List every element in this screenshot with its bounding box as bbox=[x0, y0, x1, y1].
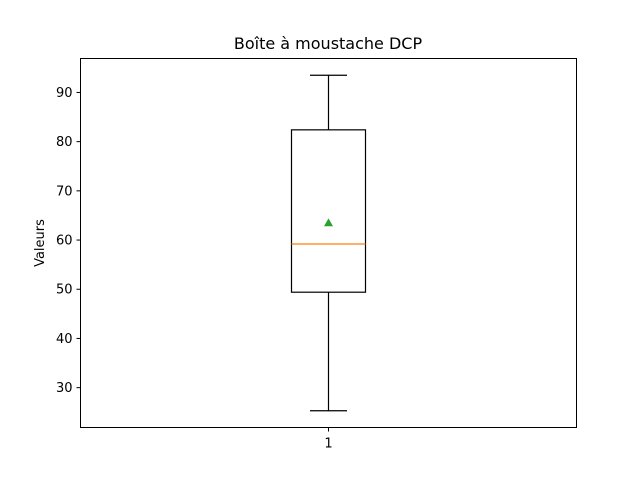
y-tick-label: 90 bbox=[56, 86, 73, 101]
mean-marker bbox=[324, 218, 333, 227]
y-tick-label: 70 bbox=[56, 184, 73, 199]
y-tick-label: 80 bbox=[56, 135, 73, 150]
y-axis-ticks: 30 40 50 60 70 80 90 bbox=[56, 86, 81, 396]
x-axis-ticks: 1 bbox=[324, 427, 333, 452]
chart-title: Boîte à moustache DCP bbox=[234, 34, 423, 53]
y-tick-label: 40 bbox=[56, 332, 73, 347]
y-axis-label: Valeurs bbox=[33, 219, 48, 267]
interquartile-box bbox=[290, 129, 367, 293]
y-tick-label: 50 bbox=[56, 283, 73, 298]
x-tick-label: 1 bbox=[324, 437, 332, 452]
box-series bbox=[290, 74, 367, 412]
y-tick-label: 60 bbox=[56, 234, 73, 249]
y-tick-label: 30 bbox=[56, 381, 73, 396]
